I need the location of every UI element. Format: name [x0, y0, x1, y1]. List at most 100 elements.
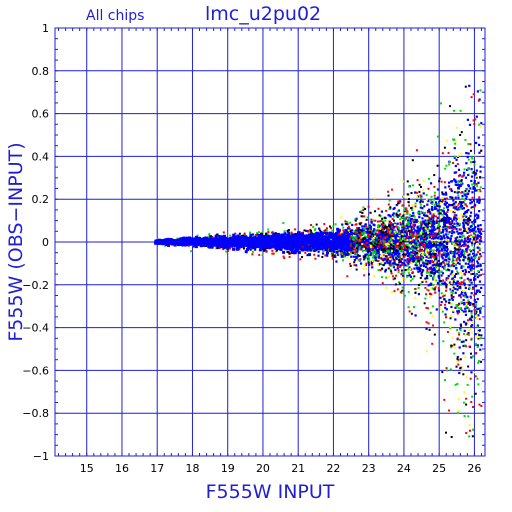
data-point [392, 219, 395, 222]
data-point [468, 235, 471, 238]
data-point [389, 255, 392, 258]
data-point [418, 233, 421, 236]
data-point [462, 174, 465, 177]
data-point [478, 199, 481, 202]
data-point [377, 207, 380, 210]
data-point [457, 411, 460, 414]
data-point [395, 256, 398, 259]
data-point [460, 236, 463, 239]
data-point [456, 230, 459, 233]
data-point [386, 261, 389, 264]
data-point [417, 292, 421, 296]
data-point [428, 210, 431, 213]
data-point [468, 280, 471, 283]
data-point [421, 231, 424, 234]
data-point [424, 243, 428, 246]
data-point [457, 311, 460, 314]
data-point [467, 259, 470, 262]
data-point [424, 277, 427, 280]
data-point [378, 224, 381, 228]
data-point [453, 222, 456, 225]
data-point [431, 208, 434, 212]
data-point [364, 256, 367, 259]
data-point [431, 202, 434, 205]
data-point [458, 174, 462, 177]
data-point [374, 246, 377, 249]
data-point [459, 328, 462, 331]
data-point [467, 185, 470, 188]
data-point [411, 260, 414, 263]
data-point [411, 258, 414, 261]
data-point [458, 183, 461, 187]
data-point [464, 239, 467, 242]
data-point [358, 235, 361, 238]
data-point [431, 230, 434, 233]
data-point [429, 221, 432, 224]
data-point [379, 269, 382, 272]
data-point [464, 220, 467, 223]
data-point [459, 286, 462, 290]
data-point [412, 231, 415, 234]
data-point [407, 237, 410, 240]
data-point [470, 292, 473, 295]
data-point [407, 262, 410, 265]
data-point [441, 230, 444, 234]
data-point [455, 304, 458, 307]
data-point [417, 270, 420, 273]
data-point [271, 252, 274, 255]
data-point [454, 207, 457, 210]
data-point [382, 243, 385, 246]
data-point [372, 251, 375, 254]
data-point [437, 221, 440, 224]
data-point [402, 228, 405, 231]
data-point [271, 249, 274, 252]
data-point [410, 222, 413, 225]
data-point [465, 151, 468, 155]
data-point [468, 310, 471, 313]
data-point [370, 261, 373, 264]
data-point [451, 292, 454, 295]
data-point [427, 271, 430, 274]
data-point [397, 256, 401, 259]
data-point [288, 255, 291, 258]
data-point [406, 230, 409, 233]
data-point [477, 181, 480, 184]
data-point [446, 248, 449, 251]
data-point [343, 230, 346, 233]
data-point [476, 198, 479, 201]
data-point [446, 241, 449, 244]
data-point [446, 208, 450, 211]
data-point [402, 272, 405, 275]
data-point [477, 230, 480, 233]
data-point [359, 237, 362, 240]
data-point [377, 235, 380, 238]
data-point [447, 181, 451, 184]
data-point [473, 163, 476, 166]
data-point [444, 217, 447, 220]
data-point [476, 344, 479, 347]
data-point [313, 253, 316, 256]
data-point [471, 260, 474, 263]
data-point [431, 287, 434, 290]
data-point [433, 234, 436, 237]
data-point [355, 239, 358, 242]
data-point [474, 174, 477, 177]
data-point [363, 236, 366, 239]
data-point [382, 224, 385, 227]
data-point [448, 216, 451, 220]
data-point [306, 254, 309, 257]
data-point [468, 253, 471, 256]
data-point [425, 222, 428, 225]
data-point [458, 251, 461, 254]
data-point [468, 221, 471, 224]
data-point [460, 251, 463, 254]
data-point [438, 272, 441, 275]
data-point [452, 259, 455, 262]
data-point [399, 256, 402, 259]
data-point [429, 253, 432, 256]
data-point [442, 216, 446, 219]
data-point [393, 260, 396, 263]
data-point [452, 278, 455, 281]
data-point [452, 218, 456, 221]
data-point [358, 246, 361, 249]
